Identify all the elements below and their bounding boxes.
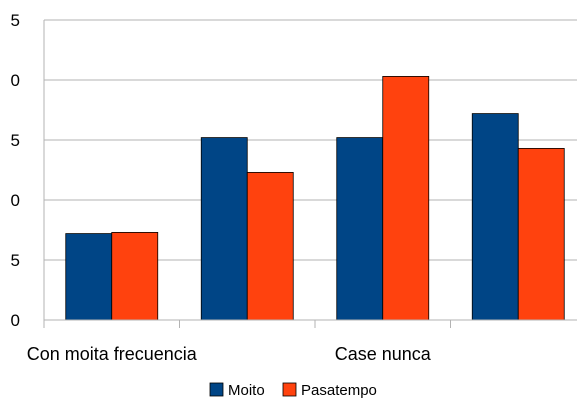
y-tick-label: 0 (11, 311, 20, 330)
bar-moito-0 (65, 233, 113, 321)
bar-moito-2 (336, 137, 384, 321)
x-axis-labels: Con moita frecuencia Case nunca (27, 344, 432, 364)
y-tick-label: 5 (11, 11, 20, 30)
legend: Moito Pasatempo (209, 382, 377, 399)
y-tick-label: 0 (11, 191, 20, 210)
y-tick-label: 5 (11, 251, 20, 270)
axes (43, 20, 577, 328)
bar-pasatempo-2 (382, 76, 430, 321)
x-tick-label: Con moita frecuencia (27, 344, 198, 364)
bar-moito-3 (471, 113, 519, 321)
legend-label-pasatempo: Pasatempo (301, 382, 377, 399)
legend-swatch-moito (209, 382, 224, 397)
bar-moito-1 (200, 137, 248, 321)
bars (65, 76, 565, 321)
bar-pasatempo-1 (246, 171, 294, 321)
y-axis-ticks: 0 5 0 5 0 5 (11, 11, 20, 330)
x-tick-label: Case nunca (335, 344, 432, 364)
legend-label-moito: Moito (228, 382, 265, 399)
y-tick-label: 5 (11, 131, 20, 150)
bar-pasatempo-3 (517, 147, 565, 321)
y-tick-label: 0 (11, 71, 20, 90)
bar-pasatempo-0 (111, 231, 159, 321)
legend-swatch-pasatempo (282, 382, 297, 397)
